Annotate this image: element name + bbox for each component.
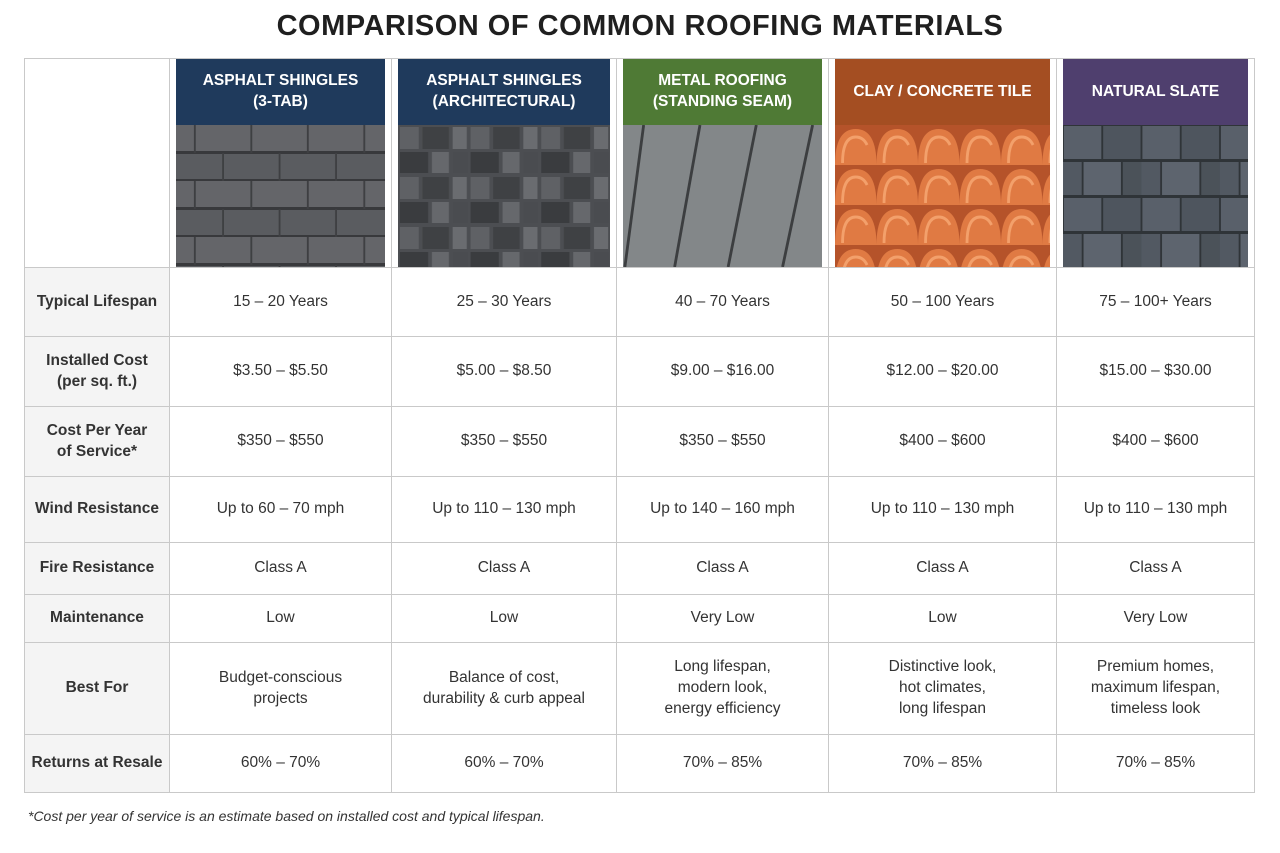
table-row: Typical Lifespan 15 – 20 Years 25 – 30 Y…	[24, 267, 1255, 337]
column-header-clay-tile: CLAY / CONCRETE TILE	[828, 58, 1057, 268]
table-row: Fire Resistance Class A Class A Class A …	[24, 542, 1255, 595]
table-cell: $350 – $550	[616, 406, 829, 477]
column-header-label: NATURAL SLATE	[1063, 59, 1248, 125]
shingle-architectural-texture	[398, 125, 610, 267]
column-header-label: CLAY / CONCRETE TILE	[835, 59, 1050, 125]
column-header-natural-slate: NATURAL SLATE	[1056, 58, 1255, 268]
column-header-metal-roofing: METAL ROOFING (STANDING SEAM)	[616, 58, 829, 268]
clay-tile-texture	[835, 125, 1050, 267]
comparison-table: ASPHALT SHINGLES (3-TAB)	[24, 58, 1255, 793]
column-header-label: ASPHALT SHINGLES (3-TAB)	[176, 59, 385, 125]
table-cell: 70% – 85%	[616, 734, 829, 793]
table-cell: 70% – 85%	[1056, 734, 1255, 793]
column-header-asphalt-3tab: ASPHALT SHINGLES (3-TAB)	[169, 58, 392, 268]
row-label-maintenance: Maintenance	[24, 594, 170, 643]
header-corner-cell	[24, 58, 170, 268]
column-header-label: ASPHALT SHINGLES (ARCHITECTURAL)	[398, 59, 610, 125]
table-cell: Low	[828, 594, 1057, 643]
row-label-fire-resistance: Fire Resistance	[24, 542, 170, 595]
table-cell: $350 – $550	[169, 406, 392, 477]
table-cell: Low	[169, 594, 392, 643]
table-cell: $400 – $600	[828, 406, 1057, 477]
row-label-cost-per-year: Cost Per Year of Service*	[24, 406, 170, 477]
table-cell: 70% – 85%	[828, 734, 1057, 793]
table-row: Cost Per Year of Service* $350 – $550 $3…	[24, 406, 1255, 477]
table-row: Best For Budget-conscious projects Balan…	[24, 642, 1255, 735]
table-cell: Class A	[169, 542, 392, 595]
table-cell: Class A	[828, 542, 1057, 595]
natural-slate-texture	[1063, 125, 1248, 267]
table-cell: 25 – 30 Years	[391, 267, 617, 337]
table-cell: 60% – 70%	[391, 734, 617, 793]
table-row: Returns at Resale 60% – 70% 60% – 70% 70…	[24, 734, 1255, 793]
shingle-3tab-texture	[176, 125, 385, 267]
table-cell: Class A	[1056, 542, 1255, 595]
page-title: COMPARISON OF COMMON ROOFING MATERIALS	[276, 10, 1004, 42]
table-cell: Up to 60 – 70 mph	[169, 476, 392, 543]
table-cell: 50 – 100 Years	[828, 267, 1057, 337]
table-cell: Class A	[616, 542, 829, 595]
table-cell: $9.00 – $16.00	[616, 336, 829, 407]
row-label-installed-cost: Installed Cost (per sq. ft.)	[24, 336, 170, 407]
table-cell: Up to 110 – 130 mph	[391, 476, 617, 543]
table-cell: Class A	[391, 542, 617, 595]
row-label-typical-lifespan: Typical Lifespan	[24, 267, 170, 337]
table-cell: Very Low	[1056, 594, 1255, 643]
table-cell: Up to 110 – 130 mph	[828, 476, 1057, 543]
column-header-label: METAL ROOFING (STANDING SEAM)	[623, 59, 822, 125]
table-row: Maintenance Low Low Very Low Low Very Lo…	[24, 594, 1255, 643]
table-row: Installed Cost (per sq. ft.) $3.50 – $5.…	[24, 336, 1255, 407]
row-label-best-for: Best For	[24, 642, 170, 735]
table-cell: Distinctive look, hot climates, long lif…	[828, 642, 1057, 735]
table-cell: Long lifespan, modern look, energy effic…	[616, 642, 829, 735]
table-cell: $5.00 – $8.50	[391, 336, 617, 407]
table-cell: $15.00 – $30.00	[1056, 336, 1255, 407]
table-cell: $3.50 – $5.50	[169, 336, 392, 407]
table-cell: $12.00 – $20.00	[828, 336, 1057, 407]
table-cell: Low	[391, 594, 617, 643]
row-label-returns-at-resale: Returns at Resale	[24, 734, 170, 793]
table-cell: Balance of cost, durability & curb appea…	[391, 642, 617, 735]
table-cell: Very Low	[616, 594, 829, 643]
table-cell: Up to 140 – 160 mph	[616, 476, 829, 543]
metal-standing-seam-texture	[623, 125, 822, 267]
table-cell: $400 – $600	[1056, 406, 1255, 477]
table-cell: Up to 110 – 130 mph	[1056, 476, 1255, 543]
column-header-asphalt-architectural: ASPHALT SHINGLES (ARCHITECTURAL)	[391, 58, 617, 268]
table-cell: 75 – 100+ Years	[1056, 267, 1255, 337]
table-row: Wind Resistance Up to 60 – 70 mph Up to …	[24, 476, 1255, 543]
table-cell: 60% – 70%	[169, 734, 392, 793]
table-cell: Premium homes, maximum lifespan, timeles…	[1056, 642, 1255, 735]
table-cell: $350 – $550	[391, 406, 617, 477]
table-cell: 15 – 20 Years	[169, 267, 392, 337]
table-cell: Budget-conscious projects	[169, 642, 392, 735]
footnote: *Cost per year of service is an estimate…	[28, 808, 545, 824]
row-label-wind-resistance: Wind Resistance	[24, 476, 170, 543]
table-cell: 40 – 70 Years	[616, 267, 829, 337]
